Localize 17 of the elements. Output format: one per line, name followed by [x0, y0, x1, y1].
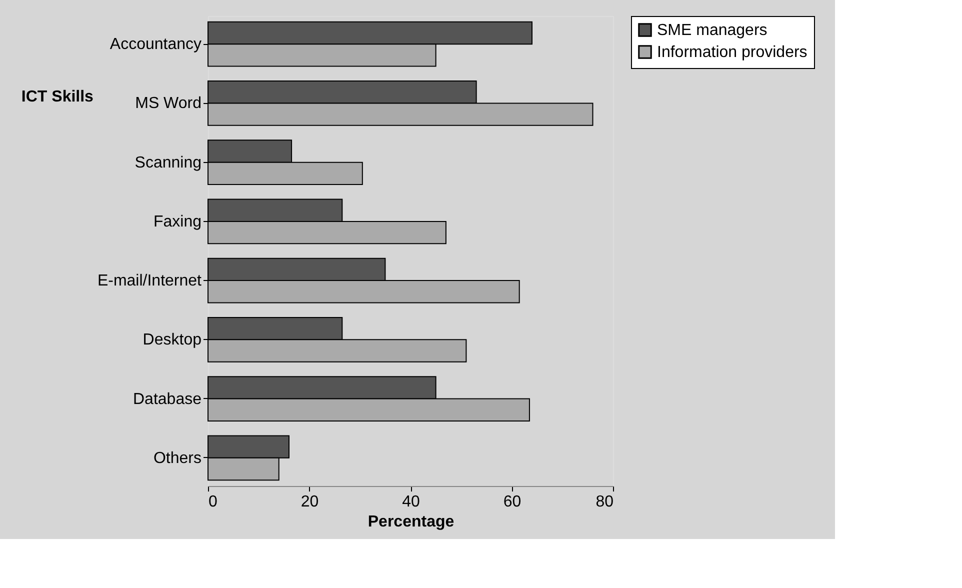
y-axis-title: ICT Skills [21, 88, 94, 106]
x-tick-label: 40 [402, 494, 420, 510]
y-tick-label: MS Word [135, 95, 202, 112]
x-tick-label: 60 [503, 494, 522, 510]
y-tick-label: Accountancy [110, 36, 202, 54]
y-tick-label: E-mail/Internet [97, 272, 202, 290]
y-tick-label: Database [133, 390, 202, 408]
y-tick-label: Desktop [142, 332, 202, 349]
x-tick-label: 0 [208, 494, 218, 510]
x-tick-label: 80 [596, 494, 614, 510]
x-tick-label: 20 [300, 494, 319, 510]
legend-label: SME managers [657, 22, 768, 39]
y-tick-label: Others [153, 450, 202, 467]
y-tick-label: Faxing [153, 213, 202, 230]
legend-label: Information providers [657, 44, 808, 61]
x-axis-title: Percentage [368, 514, 454, 530]
y-tick-label: Scanning [134, 154, 202, 172]
